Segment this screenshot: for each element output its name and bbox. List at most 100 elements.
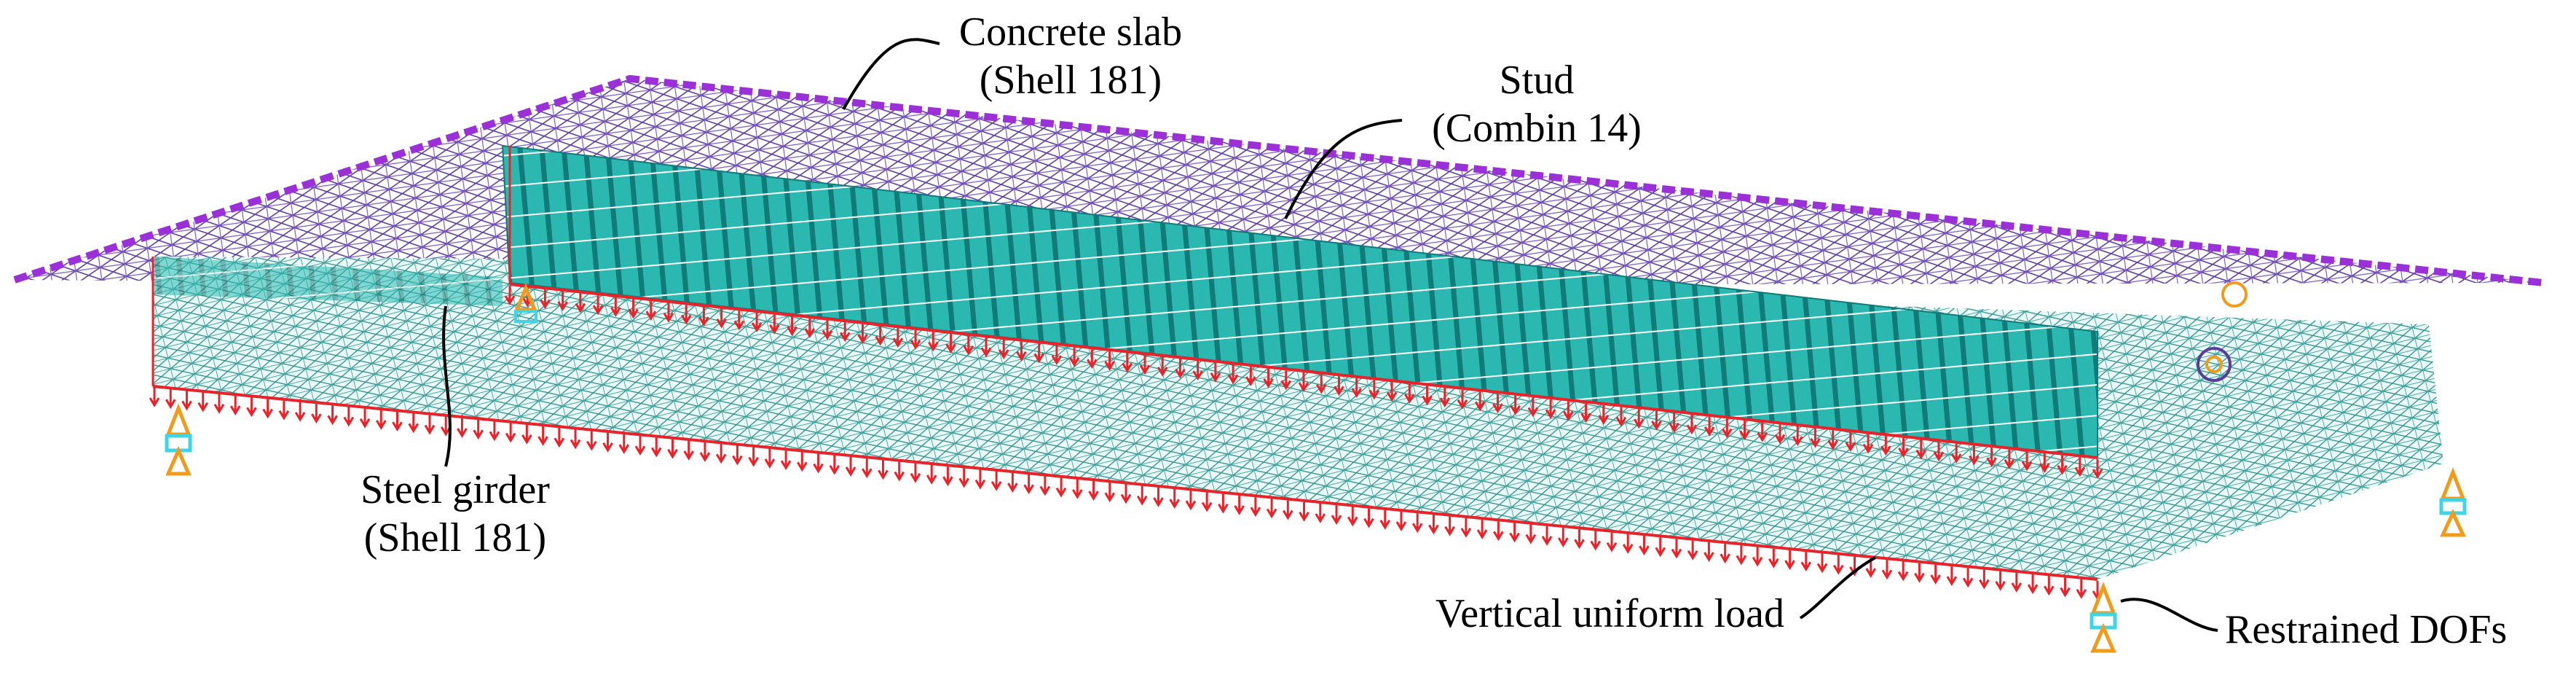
load-arrow	[1474, 391, 1486, 412]
load-arrow	[1033, 343, 1044, 364]
support-right-near	[2089, 582, 2117, 653]
load-arrow	[980, 337, 992, 358]
load-arrow	[1816, 553, 1828, 574]
load-arrow	[804, 318, 816, 338]
load-arrow	[1422, 386, 1433, 406]
load-arrow	[311, 404, 322, 423]
load-arrow	[645, 301, 657, 321]
load-arrow	[839, 322, 851, 343]
load-arrow	[2092, 459, 2103, 479]
load-arrow	[2074, 457, 2086, 477]
load-arrow	[149, 388, 160, 407]
load-arrow	[1395, 512, 1407, 531]
load-arrow	[1104, 351, 1115, 371]
load-arrow	[892, 328, 904, 348]
load-arrow	[1157, 356, 1168, 377]
load-arrow	[1979, 569, 1990, 590]
load-arrow	[1460, 517, 1472, 538]
load-arrow	[1201, 492, 1213, 512]
load-arrow	[1946, 566, 1958, 587]
load-arrow	[716, 308, 727, 329]
concrete-slab-label: Concrete slab	[959, 9, 1182, 55]
load-arrow	[1411, 513, 1423, 534]
load-arrow	[963, 335, 974, 356]
load-arrow	[1527, 397, 1539, 418]
load-arrow	[680, 305, 692, 325]
support-mid-right	[2197, 281, 2248, 382]
load-arrow	[1007, 473, 1018, 493]
load-arrow	[1639, 536, 1650, 556]
load-arrow	[1379, 509, 1391, 530]
load-arrow	[2039, 453, 2050, 473]
load-arrow	[1739, 421, 1750, 441]
support-left-top	[514, 283, 537, 323]
load-arrow	[1493, 521, 1504, 542]
load-arrow	[1368, 380, 1380, 400]
load-arrow	[1175, 359, 1186, 379]
load-arrow	[262, 399, 273, 419]
load-arrow	[1671, 539, 1682, 559]
load-arrow	[1757, 422, 1768, 442]
load-arrow	[2004, 449, 2015, 469]
load-arrow	[845, 456, 856, 477]
load-arrow	[1104, 482, 1116, 503]
load-arrow	[1122, 353, 1133, 373]
lower-load-line	[152, 385, 2098, 581]
load-arrow	[1800, 552, 1812, 572]
load-arrow	[628, 299, 639, 319]
load-arrow	[1880, 436, 1891, 456]
load-arrow	[1574, 529, 1585, 550]
load-arrow	[667, 439, 678, 459]
load-arrow	[213, 394, 225, 414]
load-arrow	[822, 320, 833, 340]
load-arrow	[327, 405, 338, 426]
load-arrow	[1881, 560, 1893, 580]
load-arrow	[554, 428, 565, 448]
load-arrow	[1541, 525, 1553, 546]
load-arrow	[359, 408, 371, 429]
load-arrow	[1492, 394, 1503, 414]
load-arrow	[246, 397, 257, 418]
load-arrow	[1563, 401, 1574, 421]
load-arrow	[1622, 534, 1634, 554]
load-arrow	[1768, 548, 1779, 568]
load-arrow	[733, 310, 745, 331]
load-arrow	[1832, 555, 1844, 575]
restraint-leader	[2120, 598, 2218, 632]
load-arrow	[1784, 550, 1795, 570]
load-arrow	[489, 421, 500, 442]
load-arrow	[557, 291, 568, 311]
load-arrow	[1774, 424, 1786, 445]
concrete-slab-far-edge	[13, 74, 2544, 286]
load-arrow	[278, 400, 290, 421]
load-arrow	[813, 453, 824, 474]
load-arrow	[857, 324, 868, 344]
load-arrow	[1283, 500, 1293, 520]
load-arrow	[473, 420, 484, 440]
load-arrow	[1363, 508, 1374, 528]
load-arrow	[764, 448, 776, 469]
load-arrow	[663, 302, 674, 323]
load-arrow	[1722, 418, 1733, 439]
load-arrow	[181, 391, 192, 411]
load-arrow	[165, 389, 176, 410]
load-arrow	[1606, 532, 1618, 552]
load-arrow	[1655, 537, 1666, 558]
load-arrow	[2057, 455, 2068, 475]
load-arrow	[1153, 487, 1164, 507]
load-arrow	[945, 334, 956, 354]
load-arrow	[1139, 355, 1151, 375]
load-arrow	[928, 332, 939, 352]
load-arrow	[1250, 497, 1261, 517]
load-arrow	[878, 460, 889, 480]
load-arrow	[1120, 484, 1132, 504]
load-arrow	[1476, 520, 1488, 539]
stud-row-left-segment	[154, 257, 503, 306]
load-arrow	[732, 445, 743, 466]
restraint-label: Restrained DOFs	[2225, 607, 2507, 652]
load-arrow	[958, 468, 969, 488]
load-arrow	[1136, 485, 1148, 506]
load-arrow	[1736, 545, 1747, 566]
load-arrow	[592, 295, 604, 316]
